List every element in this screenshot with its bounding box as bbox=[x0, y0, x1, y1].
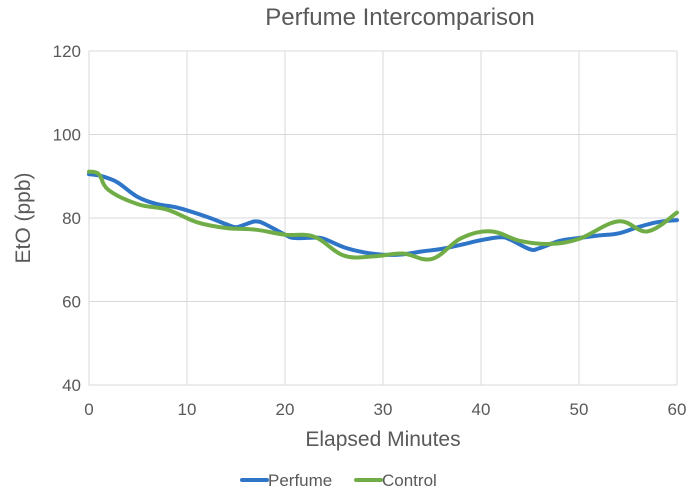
x-axis-ticks: 0 10 20 30 40 50 60 bbox=[84, 400, 686, 419]
y-axis-title: EtO (ppb) bbox=[12, 172, 35, 263]
x-tick-label: 50 bbox=[570, 400, 589, 419]
legend-label-perfume: Perfume bbox=[268, 471, 332, 490]
x-tick-label: 0 bbox=[84, 400, 93, 419]
gridlines bbox=[88, 50, 678, 386]
series-line-perfume bbox=[87, 172, 679, 257]
y-tick-label: 80 bbox=[62, 209, 81, 228]
y-tick-label: 100 bbox=[53, 126, 81, 145]
x-tick-label: 10 bbox=[178, 400, 197, 419]
x-tick-label: 20 bbox=[276, 400, 295, 419]
legend: Perfume Control bbox=[240, 471, 437, 490]
legend-label-control: Control bbox=[382, 471, 437, 490]
y-tick-label: 60 bbox=[62, 293, 81, 312]
x-axis-title: Elapsed Minutes bbox=[305, 428, 460, 451]
series-line-control bbox=[87, 169, 679, 262]
chart-title: Perfume Intercomparison bbox=[265, 4, 534, 31]
y-axis-ticks: 40 60 80 100 120 bbox=[53, 42, 81, 395]
x-tick-label: 30 bbox=[374, 400, 393, 419]
x-tick-label: 60 bbox=[668, 400, 687, 419]
y-tick-label: 40 bbox=[62, 376, 81, 395]
series-lines bbox=[87, 169, 679, 262]
y-tick-label: 120 bbox=[53, 42, 81, 61]
x-tick-label: 40 bbox=[472, 400, 491, 419]
